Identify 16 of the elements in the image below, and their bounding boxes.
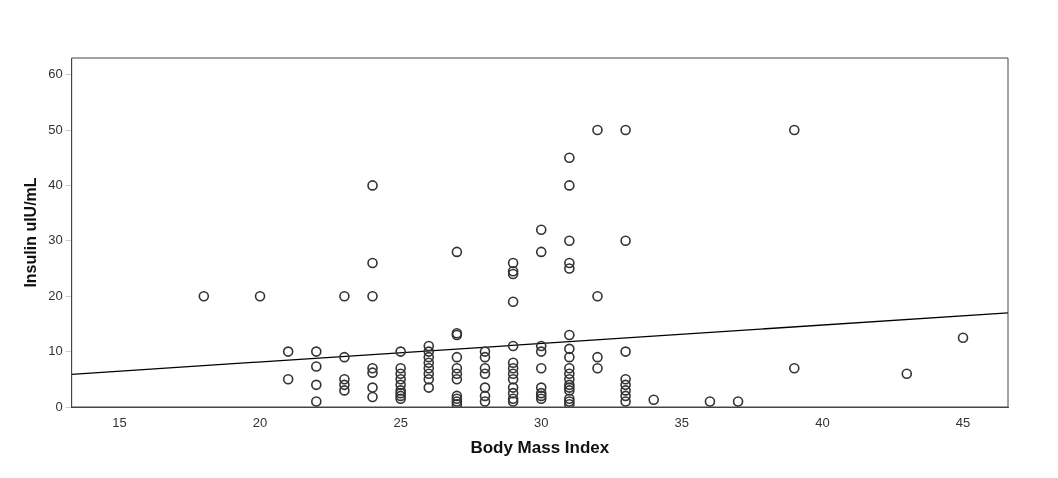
x-tick-label: 15 (112, 415, 127, 431)
y-tick-label: 50 (48, 121, 63, 137)
x-tick-label: 35 (674, 415, 690, 431)
y-tick-label: 30 (48, 232, 63, 248)
x-tick-label: 25 (393, 415, 408, 431)
x-tick-label: 45 (955, 415, 971, 431)
y-tick-label: 20 (48, 287, 63, 303)
x-tick-label: 40 (815, 415, 830, 431)
y-tick-label: 40 (48, 176, 63, 192)
x-axis-title: Body Mass Index (470, 438, 610, 458)
x-tick-label: 20 (252, 415, 268, 431)
y-axis-title: Insulin uIU/mL (22, 177, 40, 288)
y-tick-label: 60 (48, 66, 63, 82)
y-tick-label: 0 (55, 398, 63, 414)
y-tick-label: 10 (48, 343, 63, 359)
x-tick-label: 30 (534, 415, 549, 431)
